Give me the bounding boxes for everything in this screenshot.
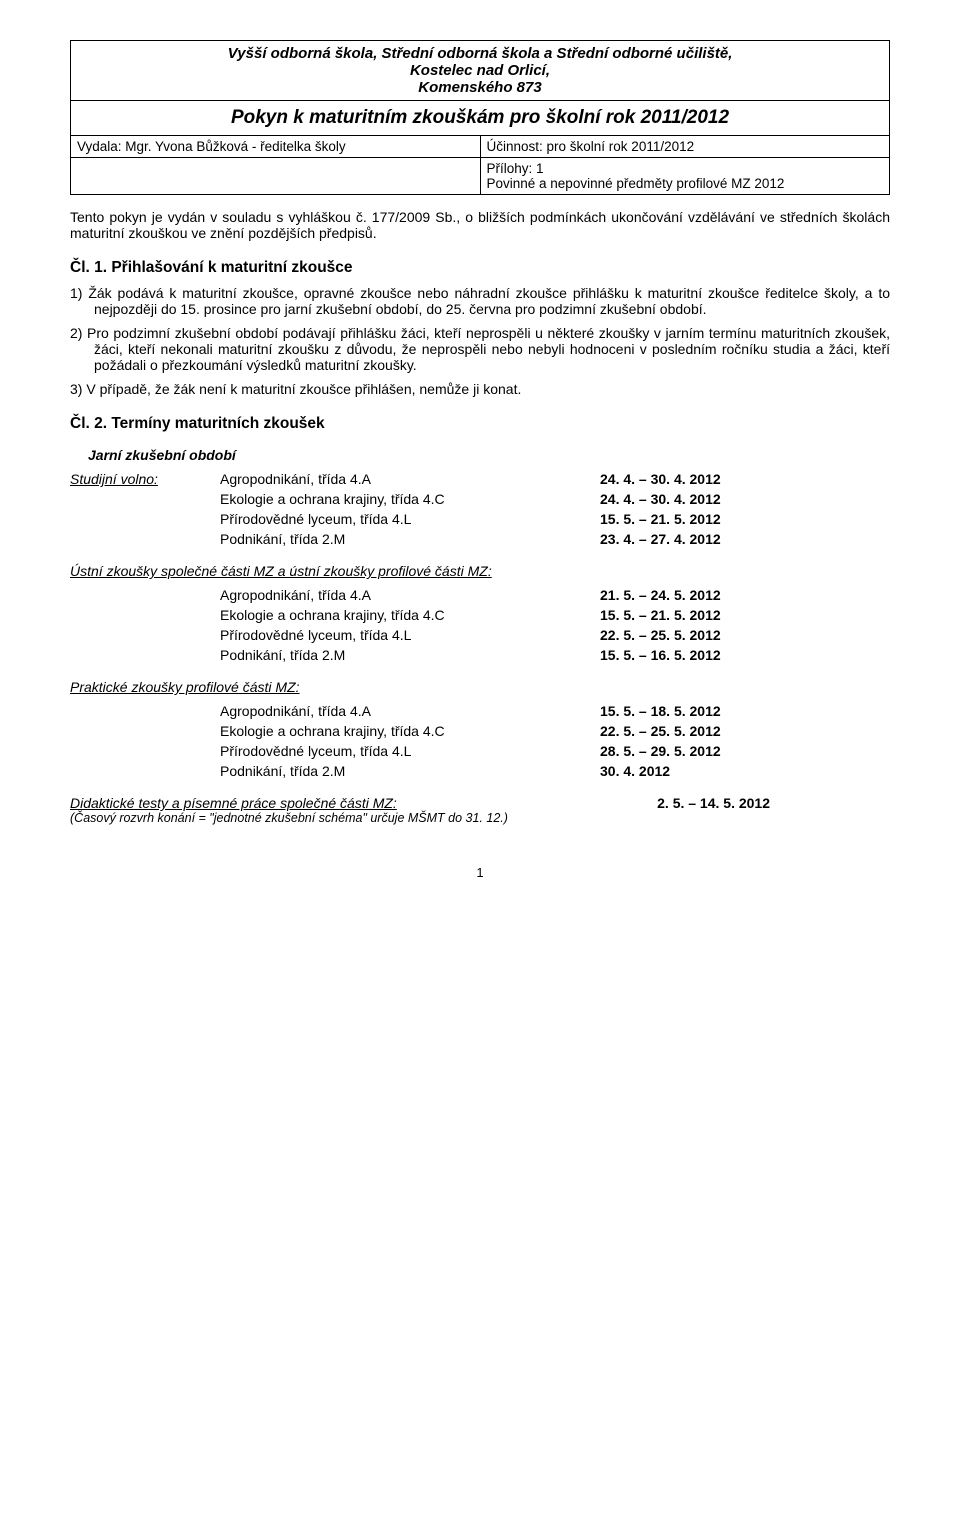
- page-number: 1: [70, 865, 890, 880]
- schedule-item-date: 15. 5. – 18. 5. 2012: [600, 701, 890, 721]
- article-1-para-2: 2) Pro podzimní zkušební období podávají…: [70, 325, 890, 373]
- meta-table: Vydala: Mgr. Yvona Bůžková - ředitelka š…: [70, 136, 890, 195]
- schedule-item-name: Podnikání, třída 2.M: [220, 761, 600, 781]
- schedule-item-name: Ekologie a ochrana krajiny, třída 4.C: [220, 721, 600, 741]
- attachments-desc: Povinné a nepovinné předměty profilové M…: [487, 176, 785, 191]
- school-header: Vyšší odborná škola, Střední odborná ško…: [70, 40, 890, 101]
- schedule-item-name: Podnikání, třída 2.M: [220, 645, 600, 665]
- didactic-note: (Časový rozvrh konání = "jednotné zkušeb…: [70, 811, 890, 825]
- schedule-item-name: Ekologie a ochrana krajiny, třída 4.C: [220, 605, 600, 625]
- document-title: Pokyn k maturitním zkouškám pro školní r…: [70, 101, 890, 136]
- schedule-item-date: 23. 4. – 27. 4. 2012: [600, 529, 890, 549]
- schedule-item-name: Podnikání, třída 2.M: [220, 529, 600, 549]
- article-2-title: Čl. 2. Termíny maturitních zkoušek: [70, 415, 890, 433]
- table-row: Přírodovědné lyceum, třída 4.L 15. 5. – …: [70, 509, 890, 529]
- table-row: Podnikání, třída 2.M 23. 4. – 27. 4. 201…: [70, 529, 890, 549]
- schedule-item-date: 28. 5. – 29. 5. 2012: [600, 741, 890, 761]
- table-row: Studijní volno: Agropodnikání, třída 4.A…: [70, 469, 890, 489]
- schedule-item-date: 22. 5. – 25. 5. 2012: [600, 625, 890, 645]
- table-row: Ekologie a ochrana krajiny, třída 4.C 15…: [70, 605, 890, 625]
- practical-exams-label: Praktické zkoušky profilové části MZ:: [70, 679, 890, 695]
- oral-exams-label: Ústní zkoušky společné části MZ a ústní …: [70, 563, 890, 579]
- table-row: Agropodnikání, třída 4.A 15. 5. – 18. 5.…: [70, 701, 890, 721]
- schedule-item-name: Přírodovědné lyceum, třída 4.L: [220, 741, 600, 761]
- schedule-item-name: Agropodnikání, třída 4.A: [220, 469, 600, 489]
- schedule-item-name: Agropodnikání, třída 4.A: [220, 701, 600, 721]
- schedule-item-date: 30. 4. 2012: [600, 761, 890, 781]
- table-row: Přírodovědné lyceum, třída 4.L 28. 5. – …: [70, 741, 890, 761]
- header-line-1: Vyšší odborná škola, Střední odborná ško…: [77, 45, 883, 62]
- table-row: Ekologie a ochrana krajiny, třída 4.C 22…: [70, 721, 890, 741]
- schedule-item-name: Ekologie a ochrana krajiny, třída 4.C: [220, 489, 600, 509]
- header-line-2: Kostelec nad Orlicí,: [77, 62, 883, 79]
- oral-exams-table: Agropodnikání, třída 4.A 21. 5. – 24. 5.…: [70, 585, 890, 665]
- schedule-item-date: 15. 5. – 21. 5. 2012: [600, 605, 890, 625]
- table-row: Ekologie a ochrana krajiny, třída 4.C 24…: [70, 489, 890, 509]
- schedule-item-date: 24. 4. – 30. 4. 2012: [600, 469, 890, 489]
- issued-by: Vydala: Mgr. Yvona Bůžková - ředitelka š…: [71, 136, 481, 158]
- validity: Účinnost: pro školní rok 2011/2012: [480, 136, 890, 158]
- article-1-title: Čl. 1. Přihlašování k maturitní zkoušce: [70, 259, 890, 277]
- schedule-item-name: Přírodovědné lyceum, třída 4.L: [220, 509, 600, 529]
- meta-empty-cell: [71, 158, 481, 195]
- table-row: Podnikání, třída 2.M 15. 5. – 16. 5. 201…: [70, 645, 890, 665]
- attachments-cell: Přílohy: 1 Povinné a nepovinné předměty …: [480, 158, 890, 195]
- study-leave-label: Studijní volno:: [70, 469, 220, 489]
- schedule-item-name: Přírodovědné lyceum, třída 4.L: [220, 625, 600, 645]
- header-line-3: Komenského 873: [77, 79, 883, 96]
- schedule-item-date: 21. 5. – 24. 5. 2012: [600, 585, 890, 605]
- practical-exams-table: Agropodnikání, třída 4.A 15. 5. – 18. 5.…: [70, 701, 890, 781]
- schedule-item-name: Agropodnikání, třída 4.A: [220, 585, 600, 605]
- didactic-label: Didaktické testy a písemné práce společn…: [70, 795, 397, 811]
- article-1-para-3: 3) V případě, že žák není k maturitní zk…: [70, 381, 890, 397]
- schedule-item-date: 24. 4. – 30. 4. 2012: [600, 489, 890, 509]
- table-row: Agropodnikání, třída 4.A 21. 5. – 24. 5.…: [70, 585, 890, 605]
- schedule-item-date: 22. 5. – 25. 5. 2012: [600, 721, 890, 741]
- spring-period-label: Jarní zkušební období: [88, 447, 890, 463]
- table-row: Podnikání, třída 2.M 30. 4. 2012: [70, 761, 890, 781]
- schedule-item-date: 15. 5. – 16. 5. 2012: [600, 645, 890, 665]
- attachments-count: Přílohy: 1: [487, 161, 544, 176]
- didactic-tests-row: Didaktické testy a písemné práce společn…: [70, 795, 890, 811]
- study-leave-table: Studijní volno: Agropodnikání, třída 4.A…: [70, 469, 890, 549]
- didactic-date: 2. 5. – 14. 5. 2012: [657, 795, 770, 811]
- schedule-item-date: 15. 5. – 21. 5. 2012: [600, 509, 890, 529]
- intro-paragraph: Tento pokyn je vydán v souladu s vyhlášk…: [70, 209, 890, 241]
- table-row: Přírodovědné lyceum, třída 4.L 22. 5. – …: [70, 625, 890, 645]
- article-1-para-1: 1) Žák podává k maturitní zkoušce, oprav…: [70, 285, 890, 317]
